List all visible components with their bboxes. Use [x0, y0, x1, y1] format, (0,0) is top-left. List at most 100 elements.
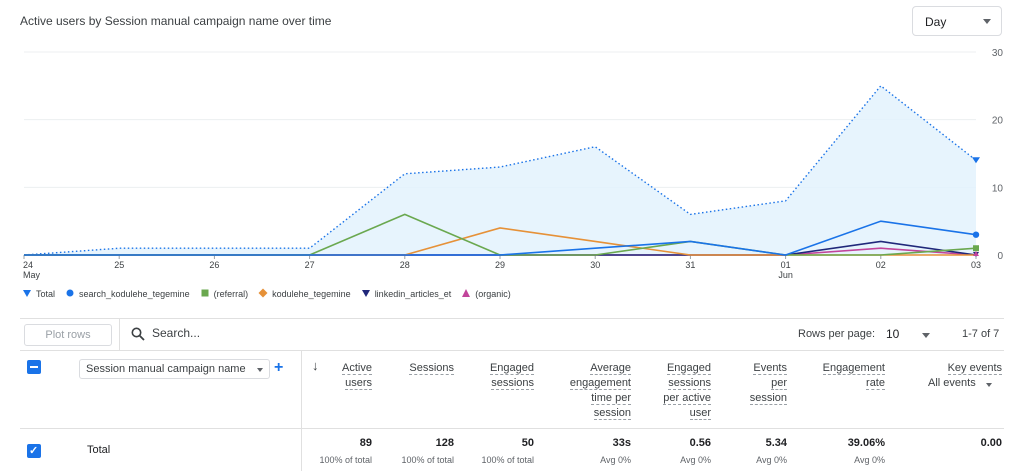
total-subvalue: Avg 0% — [854, 455, 885, 465]
total-value: 89 — [359, 437, 372, 449]
divider — [301, 350, 302, 471]
column-header[interactable]: Average engagement time per session — [569, 361, 631, 421]
square-icon — [200, 288, 210, 300]
column-header-line: Average — [590, 362, 631, 375]
divider — [119, 318, 120, 350]
column-header-line: per — [771, 377, 787, 390]
circle-icon — [65, 288, 75, 300]
x-tick-label: 01 — [781, 260, 791, 270]
column-header-line: sessions — [668, 377, 711, 390]
total-row-checkbox[interactable]: ✓ — [27, 444, 41, 458]
plot-rows-button[interactable]: Plot rows — [24, 324, 112, 346]
chart-title: Active users by Session manual campaign … — [20, 14, 332, 28]
x-tick-label: 02 — [876, 260, 886, 270]
granularity-value: Day — [925, 15, 947, 29]
chart-legend: Total search_kodulehe_tegemine (referral) k… — [22, 288, 511, 300]
legend-label: kodulehe_tegemine — [272, 289, 351, 299]
total-subvalue: Avg 0% — [680, 455, 711, 465]
column-header-line: Events — [753, 362, 787, 375]
total-subvalue: Avg 0% — [600, 455, 631, 465]
y-tick-label: 10 — [992, 183, 1004, 194]
x-tick-label: 29 — [495, 260, 505, 270]
column-header-line: Key events — [947, 362, 1002, 375]
divider — [20, 350, 1004, 351]
legend-item[interactable]: search_kodulehe_tegemine — [65, 288, 190, 300]
total-area — [24, 85, 976, 255]
x-tick-label: 28 — [400, 260, 410, 270]
check-icon: ✓ — [29, 445, 39, 457]
legend-label: linkedin_articles_et — [374, 289, 452, 299]
search-input[interactable]: Search... — [152, 326, 201, 340]
total-subvalue: 100% of total — [319, 455, 372, 465]
column-header-line: rate — [866, 377, 885, 390]
total-value: 33s — [612, 437, 631, 449]
column-header-line: Sessions — [409, 362, 454, 375]
column-header-line: user — [689, 407, 711, 420]
diamond-icon — [258, 288, 268, 300]
total-value: 39.06% — [847, 437, 885, 449]
column-header[interactable]: Sessions — [409, 361, 454, 376]
chevron-down-icon[interactable] — [986, 383, 992, 387]
column-header[interactable]: Engagement rate — [822, 361, 885, 391]
y-tick-label: 0 — [997, 251, 1003, 262]
marker-pin-icon — [22, 288, 32, 300]
column-header-line: Engaged — [489, 362, 534, 375]
add-dimension-icon[interactable]: + — [274, 359, 284, 376]
y-tick-label: 20 — [992, 116, 1004, 127]
column-header-line: engagement — [569, 377, 631, 390]
granularity-select[interactable]: Day — [912, 6, 1002, 36]
total-row-label: Total — [87, 444, 111, 456]
pagination-label: 1-7 of 7 — [962, 328, 1000, 340]
triangle-up-icon — [461, 288, 471, 300]
triangle-down-icon — [361, 288, 371, 300]
total-subvalue: 100% of total — [481, 455, 534, 465]
legend-label: (organic) — [475, 289, 511, 299]
x-tick-label: 03 — [971, 260, 981, 270]
divider — [20, 428, 1004, 429]
legend-label: Total — [36, 289, 56, 299]
select-all-checkbox[interactable] — [27, 360, 41, 374]
data-point — [973, 245, 979, 252]
total-value: 128 — [435, 437, 454, 449]
column-header-line: Engaged — [666, 362, 711, 375]
legend-label: search_kodulehe_tegemine — [79, 289, 190, 299]
marker-pin-icon — [972, 157, 980, 164]
y-tick-label: 30 — [992, 48, 1004, 59]
key-events-filter[interactable]: All events — [928, 377, 976, 389]
legend-item[interactable]: linkedin_articles_et — [361, 288, 452, 300]
sort-down-icon[interactable]: ↓ — [312, 358, 319, 373]
column-header[interactable]: Engaged sessions per active user — [663, 361, 711, 421]
x-tick-label: 27 — [305, 260, 315, 270]
x-tick-label: 25 — [114, 260, 124, 270]
chevron-down-icon[interactable] — [922, 333, 930, 338]
total-subvalue: Avg 0% — [756, 455, 787, 465]
x-tick-label: 31 — [685, 260, 695, 270]
divider — [20, 318, 1004, 319]
column-header-line: per active — [663, 392, 711, 405]
legend-item[interactable]: (organic) — [461, 288, 511, 300]
series-line — [24, 220, 977, 256]
total-value: 50 — [521, 437, 534, 449]
search-icon — [131, 327, 145, 341]
chevron-down-icon — [257, 368, 263, 372]
dimension-label: Session manual campaign name — [86, 363, 246, 375]
legend-item[interactable]: (referral) — [200, 288, 248, 300]
column-header[interactable]: Events per session — [749, 361, 787, 406]
rows-per-page-label: Rows per page: — [798, 328, 876, 340]
rows-per-page-select[interactable]: 10 — [886, 327, 900, 341]
column-header[interactable]: Active users — [342, 361, 372, 391]
column-header-line: users — [345, 377, 372, 390]
total-value: 5.34 — [765, 437, 787, 449]
total-subvalue: 100% of total — [401, 455, 454, 465]
column-header[interactable]: Key events — [947, 361, 1002, 376]
column-header-line: sessions — [491, 377, 534, 390]
chevron-down-icon — [983, 19, 991, 24]
minus-icon — [30, 366, 38, 368]
dimension-select[interactable]: Session manual campaign name — [79, 359, 270, 379]
legend-item[interactable]: kodulehe_tegemine — [258, 288, 351, 300]
column-header[interactable]: Engaged sessions — [489, 361, 534, 391]
legend-item[interactable]: Total — [22, 288, 55, 300]
data-point — [973, 251, 979, 256]
column-header-line: time per — [591, 392, 631, 405]
